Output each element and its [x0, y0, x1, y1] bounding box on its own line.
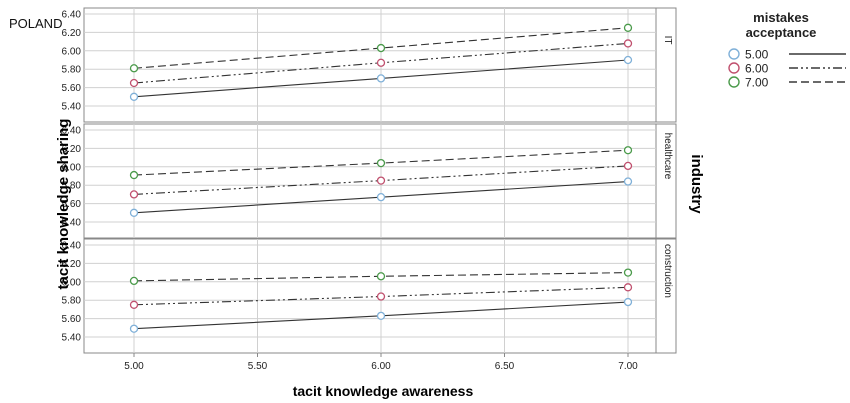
data-point: [623, 268, 633, 277]
facet-panels: 5.40 5.60 5.80 6.00 6.20 6.40 IT 5.40 5.60 5.80 6.…: [62, 7, 677, 354]
y-tick-label: 5.40: [62, 218, 82, 229]
data-point: [623, 297, 633, 307]
data-point: [623, 283, 633, 292]
data-point: [376, 193, 386, 202]
x-axis: 5.00 5.50 6.00 6.50 7.00: [124, 353, 638, 372]
data-point: [623, 146, 633, 155]
x-tick-label: 7.00: [618, 361, 638, 372]
y-tick-label: 5.60: [62, 83, 82, 94]
legend-title: mistakes: [753, 10, 809, 25]
data-point: [376, 311, 386, 320]
country-label: POLAND: [9, 16, 62, 31]
data-point: [129, 92, 139, 101]
y-tick-label: 6.20: [62, 144, 82, 155]
y-tick-label: 6.20: [62, 259, 82, 270]
panel-it: 5.40 5.60 5.80 6.00 6.20 6.40 IT: [62, 7, 677, 123]
y-tick-label: 5.80: [62, 65, 82, 76]
data-point: [623, 161, 633, 171]
y-tick-label: 6.00: [62, 277, 82, 288]
y-tick-label: 5.60: [62, 199, 82, 210]
facet-strip: [655, 123, 677, 239]
legend-label: 5.00: [745, 48, 769, 62]
data-point: [129, 276, 139, 286]
y-tick-label: 6.40: [62, 241, 82, 252]
y-tick-label: 6.00: [62, 162, 82, 173]
y-tick-label: 6.40: [62, 126, 82, 137]
y-tick-label: 6.20: [62, 28, 82, 39]
facet-strip: [655, 238, 677, 354]
data-point: [376, 158, 386, 168]
data-point: [376, 74, 386, 83]
legend-marker: [728, 48, 740, 60]
panel-frame: [83, 123, 657, 239]
legend-marker: [728, 62, 740, 74]
y-tick-label: 5.80: [62, 181, 82, 192]
data-point: [129, 170, 139, 180]
data-point: [623, 55, 633, 65]
panel-frame: [83, 238, 657, 354]
panel-healthcare: 5.40 5.60 5.80 6.00 6.20 6.40 healthcare: [62, 123, 677, 239]
y-tick-label: 6.00: [62, 46, 82, 57]
x-tick-label: 6.00: [371, 361, 391, 372]
data-point: [376, 176, 386, 185]
facet-label-it: IT: [662, 36, 673, 45]
data-point: [376, 58, 386, 67]
data-point: [129, 324, 139, 333]
y-tick-label: 5.40: [62, 102, 82, 113]
legend-label: 6.00: [745, 62, 769, 76]
data-point: [129, 190, 139, 199]
data-point: [623, 177, 633, 186]
panel-construction: 5.40 5.60 5.80 6.00 6.20 6.40 construction: [62, 238, 677, 354]
data-point: [376, 43, 386, 53]
x-tick-label: 6.50: [495, 361, 515, 372]
x-tick-label: 5.00: [124, 361, 144, 372]
data-point: [376, 272, 386, 281]
y-tick-label: 5.40: [62, 333, 82, 344]
facet-label-healthcare: healthcare: [662, 133, 673, 180]
y-tick-label: 6.40: [62, 10, 82, 21]
data-point: [129, 300, 139, 309]
data-point: [623, 39, 633, 48]
data-point: [129, 64, 139, 73]
legend-title: acceptance: [746, 25, 817, 40]
y-tick-label: 5.80: [62, 296, 82, 307]
facet-label-construction: construction: [662, 244, 673, 298]
y-axis-title: tacit knowledge sharing: [55, 119, 72, 290]
panel-frame: [83, 7, 657, 123]
x-axis-title: tacit knowledge awareness: [293, 383, 474, 399]
x-tick-label: 5.50: [248, 361, 268, 372]
y-tick-label: 5.60: [62, 314, 82, 325]
data-point: [129, 78, 139, 88]
data-point: [623, 23, 633, 32]
data-point: [129, 208, 139, 217]
data-point: [376, 292, 386, 301]
facet-strip: [655, 7, 677, 123]
legend-marker: [728, 76, 740, 88]
legend-label: 7.00: [745, 76, 769, 90]
facet-title: industry: [688, 154, 705, 214]
